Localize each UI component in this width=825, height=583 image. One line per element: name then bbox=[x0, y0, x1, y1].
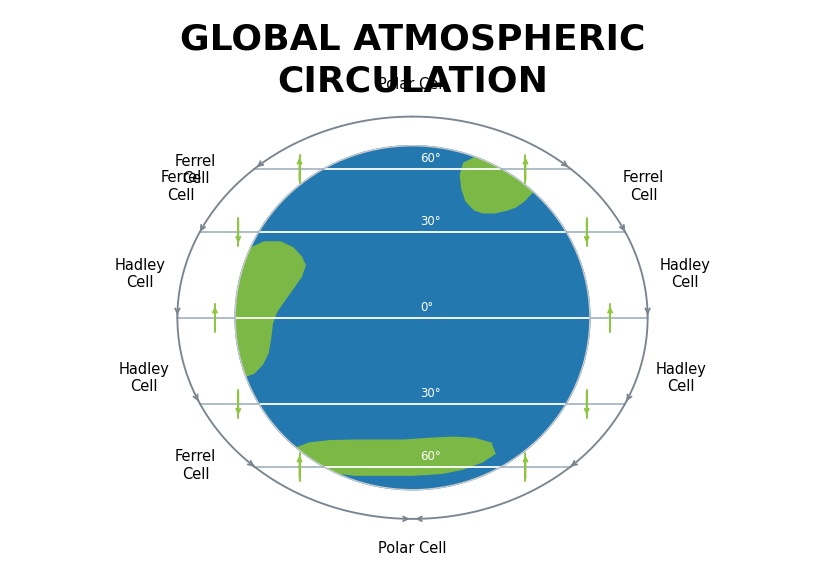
Text: CIRCULATION: CIRCULATION bbox=[277, 65, 548, 99]
Text: Hadley
Cell: Hadley Cell bbox=[660, 258, 710, 290]
Text: Ferrel
Cell: Ferrel Cell bbox=[623, 170, 664, 203]
Text: Polar Cell: Polar Cell bbox=[378, 76, 447, 92]
Polygon shape bbox=[289, 437, 495, 475]
Text: Polar Cell: Polar Cell bbox=[378, 541, 447, 556]
Polygon shape bbox=[318, 50, 380, 82]
Polygon shape bbox=[532, 131, 565, 154]
Text: GLOBAL ATMOSPHERIC: GLOBAL ATMOSPHERIC bbox=[180, 23, 645, 57]
Text: Hadley
Cell: Hadley Cell bbox=[656, 361, 706, 394]
Text: 30°: 30° bbox=[421, 387, 441, 400]
Polygon shape bbox=[219, 233, 235, 245]
Polygon shape bbox=[454, 61, 553, 108]
Text: 30°: 30° bbox=[421, 215, 441, 228]
Text: Hadley
Cell: Hadley Cell bbox=[119, 361, 169, 394]
Ellipse shape bbox=[235, 146, 590, 490]
Polygon shape bbox=[460, 134, 549, 213]
Text: 60°: 60° bbox=[421, 152, 441, 165]
Text: Hadley
Cell: Hadley Cell bbox=[115, 258, 165, 290]
Polygon shape bbox=[224, 242, 305, 376]
Text: Ferrel
Cell: Ferrel Cell bbox=[161, 170, 202, 203]
Text: Ferrel
Cell: Ferrel Cell bbox=[175, 154, 216, 186]
Polygon shape bbox=[210, 61, 363, 242]
Polygon shape bbox=[544, 61, 615, 90]
Text: Ferrel
Cell: Ferrel Cell bbox=[175, 449, 216, 482]
Polygon shape bbox=[264, 50, 314, 70]
Text: 0°: 0° bbox=[421, 301, 434, 314]
Text: 60°: 60° bbox=[421, 449, 441, 463]
